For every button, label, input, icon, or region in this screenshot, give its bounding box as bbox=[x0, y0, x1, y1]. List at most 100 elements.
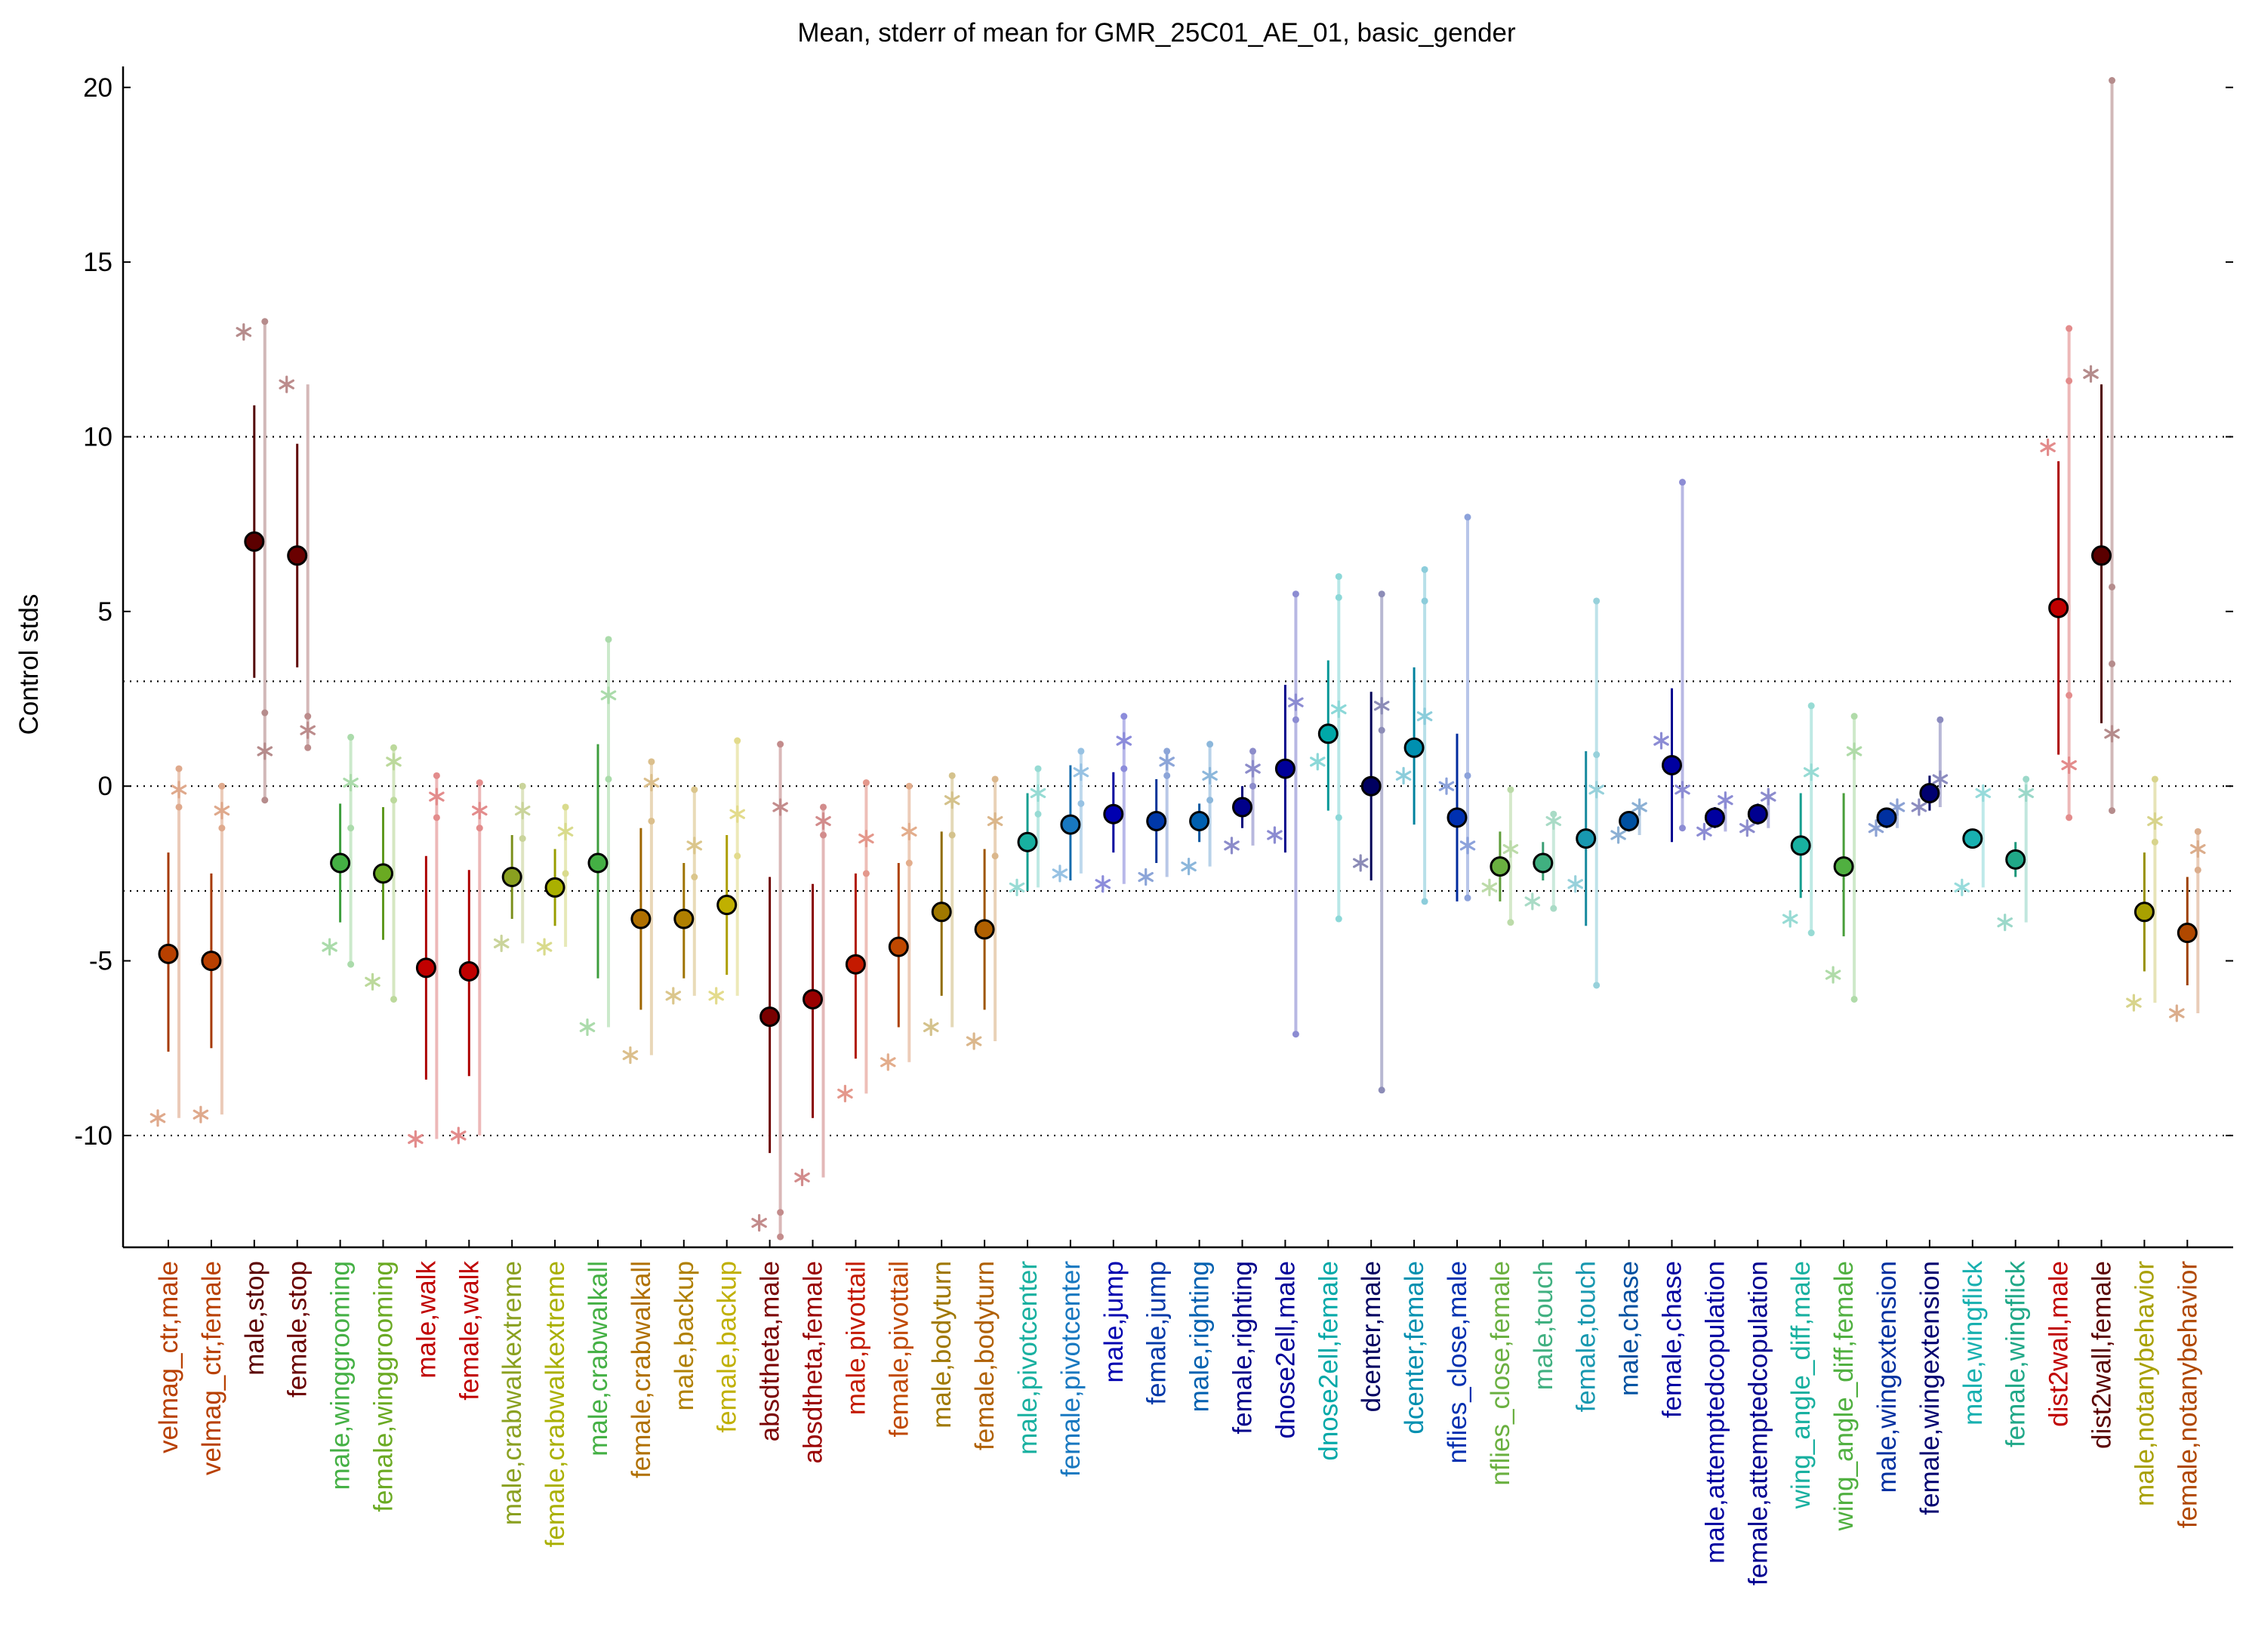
series-female,righting bbox=[1224, 747, 1261, 855]
series-female,backup bbox=[708, 737, 745, 1005]
mean-marker bbox=[158, 943, 179, 964]
star-stroke bbox=[858, 834, 874, 844]
control-star bbox=[1782, 910, 1798, 928]
x-tick-label: wing_angle_diff,male bbox=[1786, 1261, 1816, 1509]
star-stroke bbox=[2083, 368, 2099, 379]
mean-marker bbox=[1103, 803, 1124, 824]
star-stroke bbox=[365, 976, 380, 987]
mean-marker bbox=[458, 960, 479, 982]
control-point bbox=[905, 782, 913, 790]
control-star bbox=[1310, 753, 1326, 771]
mean-marker bbox=[1146, 810, 1167, 831]
control-star bbox=[987, 812, 1003, 831]
mean-marker bbox=[287, 545, 308, 566]
star-stroke bbox=[1889, 802, 1906, 812]
control-point bbox=[1077, 800, 1085, 807]
mean-marker bbox=[1317, 723, 1339, 744]
star-stroke bbox=[1825, 969, 1841, 980]
star-stroke bbox=[1052, 868, 1068, 879]
series-male,walk bbox=[408, 772, 445, 1148]
control-star bbox=[1975, 784, 1992, 803]
x-tick-label: male,winggrooming bbox=[326, 1261, 356, 1490]
control-star bbox=[579, 1018, 596, 1037]
mean-marker bbox=[1017, 831, 1038, 852]
control-point bbox=[433, 814, 440, 821]
control-star bbox=[1181, 858, 1197, 876]
control-star bbox=[257, 742, 273, 760]
series-male,pivottail bbox=[837, 779, 874, 1103]
control-star bbox=[600, 686, 617, 704]
x-tick-label: male,touch bbox=[1529, 1261, 1558, 1390]
control-star bbox=[1610, 826, 1626, 844]
series-male,wingflick bbox=[1954, 784, 1992, 896]
star-stroke bbox=[2169, 1008, 2185, 1019]
x-tick-label: female,stop bbox=[283, 1261, 313, 1398]
star-stroke bbox=[1009, 882, 1025, 892]
control-point bbox=[2151, 775, 2158, 783]
mean-marker bbox=[1833, 856, 1854, 877]
control-point bbox=[991, 852, 999, 860]
x-tick-label: female,touch bbox=[1572, 1261, 1601, 1412]
star-stroke bbox=[1245, 763, 1261, 774]
control-star bbox=[1481, 878, 1498, 896]
mean-marker bbox=[1576, 828, 1597, 849]
mean-marker bbox=[1662, 754, 1682, 775]
series-female,walk bbox=[451, 779, 488, 1145]
x-tick-labels: velmag_ctr,male velmag_ctr,female male,sto… bbox=[154, 1240, 2202, 1586]
star-stroke bbox=[2104, 729, 2120, 739]
control-point bbox=[1249, 782, 1256, 790]
series-dist2wall,female bbox=[2083, 77, 2120, 815]
control-point bbox=[390, 744, 397, 751]
control-star bbox=[1438, 777, 1455, 795]
mean-marker bbox=[1274, 758, 1296, 779]
star-stroke bbox=[622, 1049, 639, 1061]
control-point bbox=[2066, 692, 2073, 699]
control-point bbox=[1464, 772, 1471, 779]
control-star bbox=[1631, 798, 1647, 816]
control-point bbox=[1335, 593, 1342, 601]
mean-marker bbox=[716, 895, 738, 916]
star-stroke bbox=[408, 1133, 424, 1145]
control-point bbox=[1120, 765, 1128, 772]
mean-marker bbox=[501, 867, 522, 888]
control-point bbox=[1421, 566, 1428, 573]
control-point bbox=[1335, 814, 1342, 821]
star-stroke bbox=[343, 777, 359, 788]
control-point bbox=[2066, 814, 2073, 821]
control-star bbox=[1653, 732, 1669, 750]
control-point bbox=[2066, 325, 2073, 332]
star-stroke bbox=[1761, 791, 1776, 802]
mean-marker bbox=[1189, 810, 1210, 831]
x-tick-label: female,righting bbox=[1228, 1261, 1258, 1435]
control-point bbox=[991, 775, 999, 783]
control-star bbox=[1352, 854, 1369, 872]
control-star bbox=[815, 812, 831, 831]
control-point bbox=[777, 1209, 784, 1216]
control-point bbox=[1507, 919, 1514, 926]
control-star bbox=[622, 1046, 639, 1065]
star-stroke bbox=[600, 690, 617, 701]
x-tick-label: male,crabwalkextreme bbox=[498, 1261, 527, 1525]
star-stroke bbox=[1803, 767, 1819, 778]
series-female,touch bbox=[1567, 597, 1604, 989]
star-stroke bbox=[643, 777, 660, 788]
control-star bbox=[1846, 742, 1862, 760]
control-point bbox=[2109, 807, 2115, 815]
control-star bbox=[1954, 878, 1970, 896]
x-tick-label: wing_angle_diff,female bbox=[1829, 1261, 1859, 1531]
x-tick-label: female,backup bbox=[713, 1261, 742, 1433]
x-tick-label: female,walk bbox=[454, 1261, 484, 1401]
x-tick-label: female,crabwalkextreme bbox=[541, 1261, 570, 1547]
control-star bbox=[1395, 766, 1412, 784]
control-point bbox=[1593, 982, 1601, 989]
x-tick-label: male,jump bbox=[1099, 1261, 1129, 1382]
control-point bbox=[691, 874, 698, 881]
control-star bbox=[1932, 770, 1949, 788]
x-tick-label: male,crabwalkall bbox=[584, 1261, 613, 1456]
control-star bbox=[1095, 875, 1111, 893]
star-stroke bbox=[772, 802, 788, 812]
control-star bbox=[1224, 837, 1240, 855]
control-point bbox=[433, 772, 440, 779]
control-point bbox=[905, 859, 913, 867]
series-male,attemptedcopulation bbox=[1696, 791, 1733, 840]
